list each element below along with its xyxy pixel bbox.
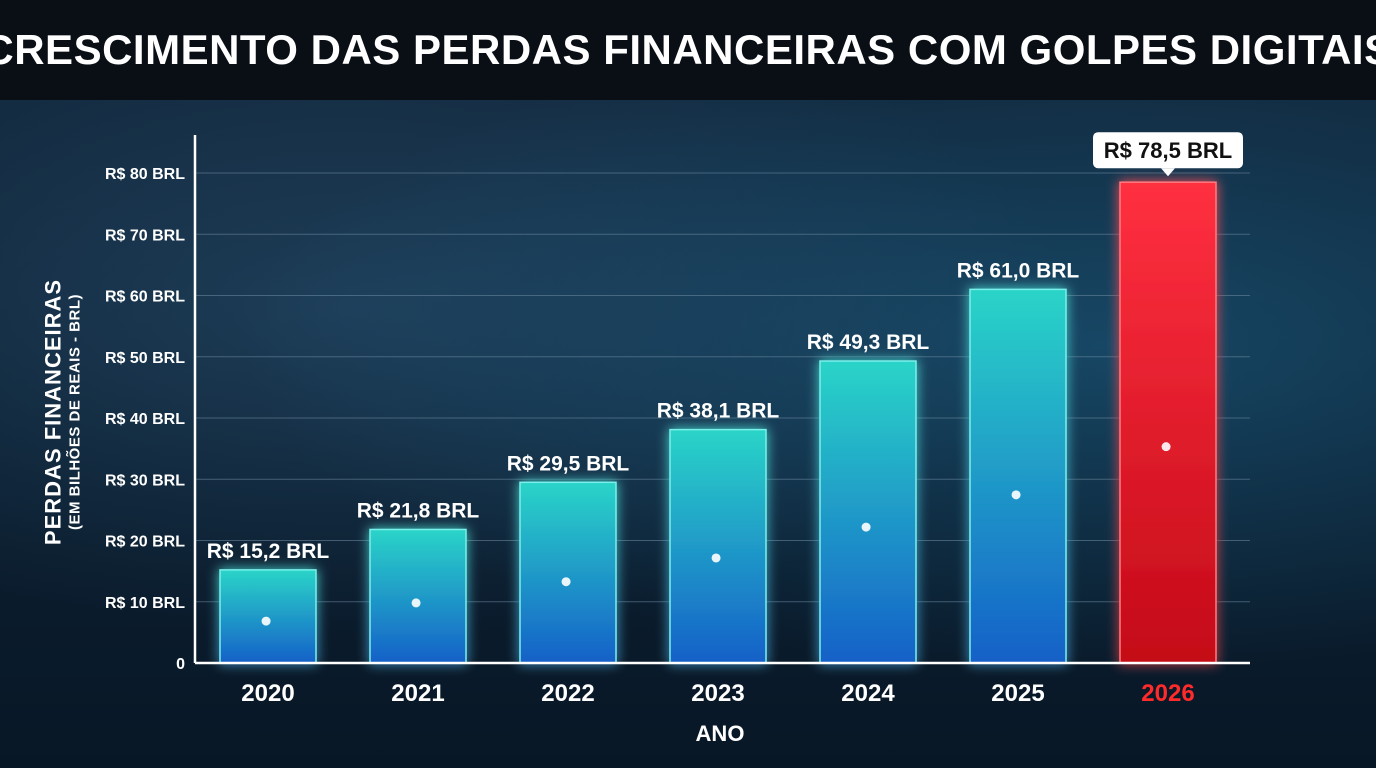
data-label: R$ 49,3 BRL [807,331,930,354]
data-label: R$ 21,8 BRL [357,499,480,522]
y-axis-title-main: PERDAS FINANCEIRAS [40,278,66,546]
data-label: R$ 38,1 BRL [657,400,780,423]
bar [219,569,317,664]
title-bar: CRESCIMENTO DAS PERDAS FINANCEIRAS COM G… [0,0,1376,100]
data-label-box [1093,132,1243,169]
y-axis-title: PERDAS FINANCEIRAS (EM BILHÕES DE REAIS … [41,279,84,545]
data-label: R$ 78,5 BRL [1104,138,1232,163]
y-tick-label: R$ 50 BRL [105,350,185,367]
x-axis-title: ANO [696,721,745,746]
bar-glow-dot [561,577,571,587]
bar [519,481,617,664]
axes [193,135,1250,665]
chart-title: CRESCIMENTO DAS PERDAS FINANCEIRAS COM G… [0,26,1376,73]
x-tick-label: 2025 [991,680,1044,707]
bar-highlight [1119,181,1217,664]
y-tick-label: R$ 70 BRL [105,227,185,244]
bar-glow-dot [711,553,721,563]
x-tick-label: 2026 [1141,680,1194,707]
bar-glow-dot [1011,490,1021,500]
bar [969,288,1067,664]
y-axis-title-sub: (EM BILHÕES DE REAIS - BRL) [66,293,84,531]
data-label: R$ 29,5 BRL [507,452,630,475]
x-tick-label: 2024 [841,680,895,707]
y-tick-label: R$ 30 BRL [105,472,185,489]
bar [819,360,917,664]
bar-glow-dot [861,522,871,532]
bar-glow-dot [261,616,271,626]
data-label-pointer [1161,168,1175,177]
bar [369,528,467,664]
data-label: R$ 61,0 BRL [957,259,1080,282]
x-tick-label: 2023 [691,680,744,707]
y-tick-label: R$ 10 BRL [105,595,185,612]
bar-glow-dot [411,598,421,608]
labels: 0 R$ 10 BRL R$ 20 BRL R$ 30 BRL R$ 40 BRL R$ … [105,132,1243,707]
bars [219,181,1217,664]
data-label: R$ 15,2 BRL [207,540,330,563]
y-tick-label: R$ 20 BRL [105,534,185,551]
y-tick-label: R$ 40 BRL [105,411,185,428]
x-tick-label: 2021 [391,680,444,707]
y-tick-label: R$ 60 BRL [105,289,185,306]
y-tick-label: R$ 80 BRL [105,166,185,183]
bar-glow-dot [1161,442,1171,452]
y-tick-label: 0 [176,656,185,673]
x-tick-label: 2022 [541,680,594,707]
bar [669,428,767,664]
x-tick-label: 2020 [241,680,294,707]
